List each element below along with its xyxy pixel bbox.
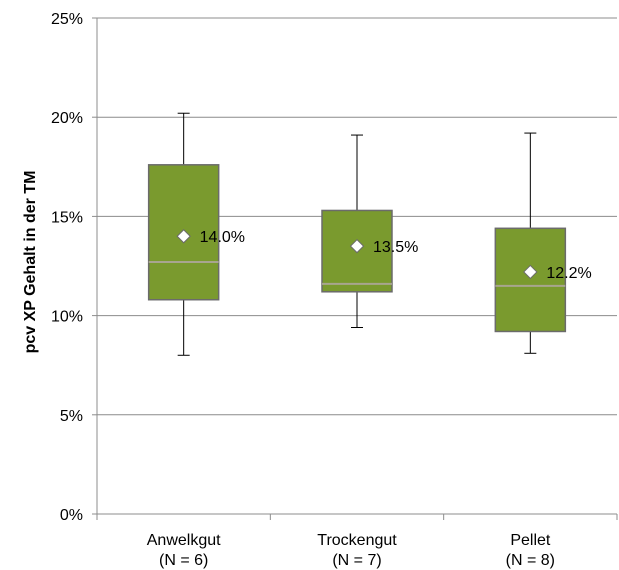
mean-label: 14.0% [200, 229, 245, 246]
y-tick-label: 20% [51, 110, 83, 127]
category-labels: Anwelkgut (N = 6) Trockengut (N = 7) Pellet (… [147, 532, 555, 569]
y-tick-label: 0% [60, 507, 83, 524]
y-axis-label: pcv XP Gehalt in der TM [22, 171, 39, 354]
axes [92, 17, 618, 520]
category-label: Trockengut [317, 532, 397, 549]
mean-marker [176, 229, 191, 244]
y-tick-label: 5% [60, 408, 83, 425]
box-body [494, 227, 567, 333]
category-n-label: (N = 7) [332, 552, 381, 569]
y-tick-labels: 0% 5% 10% 15% 20% 25% [51, 11, 83, 524]
y-tick-label: 15% [51, 209, 83, 226]
box-anwelkgut: 14.0% [147, 112, 245, 356]
category-n-label: (N = 6) [159, 552, 208, 569]
category-n-label: (N = 8) [506, 552, 555, 569]
mean-label: 12.2% [546, 265, 591, 282]
category-label: Anwelkgut [147, 532, 221, 549]
y-tick-label: 10% [51, 309, 83, 326]
mean-label: 13.5% [373, 239, 418, 256]
box-trockengut: 13.5% [321, 134, 418, 329]
mean-marker [523, 264, 538, 280]
y-tick-label: 25% [51, 11, 83, 28]
boxes: 14.0% 13.5% 12.2% [147, 112, 592, 356]
category-label: Pellet [510, 532, 551, 549]
mean-marker [349, 238, 365, 254]
box-pellet: 12.2% [494, 132, 592, 354]
